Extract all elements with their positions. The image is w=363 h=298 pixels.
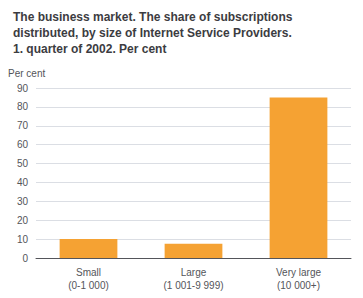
svg-text:1. quarter of 2002. Per cent: 1. quarter of 2002. Per cent — [13, 42, 166, 56]
svg-text:distributed, by size of Intern: distributed, by size of Internet Service… — [13, 26, 292, 40]
svg-text:Per cent: Per cent — [8, 68, 45, 79]
svg-text:30: 30 — [17, 196, 29, 207]
svg-text:(0-1 000): (0-1 000) — [68, 280, 109, 291]
svg-text:0: 0 — [22, 253, 28, 264]
svg-text:10: 10 — [17, 234, 29, 245]
svg-text:(10 000+): (10 000+) — [277, 280, 320, 291]
svg-text:The business market. The share: The business market. The share of subscr… — [13, 10, 293, 24]
svg-text:40: 40 — [17, 177, 29, 188]
svg-text:50: 50 — [17, 158, 29, 169]
svg-text:(1 001-9 999): (1 001-9 999) — [163, 280, 223, 291]
svg-text:Large: Large — [181, 267, 207, 278]
svg-text:Small: Small — [76, 267, 101, 278]
svg-text:Very large: Very large — [276, 267, 321, 278]
svg-text:20: 20 — [17, 215, 29, 226]
svg-text:70: 70 — [17, 120, 29, 131]
svg-text:90: 90 — [17, 83, 29, 94]
svg-text:80: 80 — [17, 101, 29, 112]
svg-text:60: 60 — [17, 139, 29, 150]
